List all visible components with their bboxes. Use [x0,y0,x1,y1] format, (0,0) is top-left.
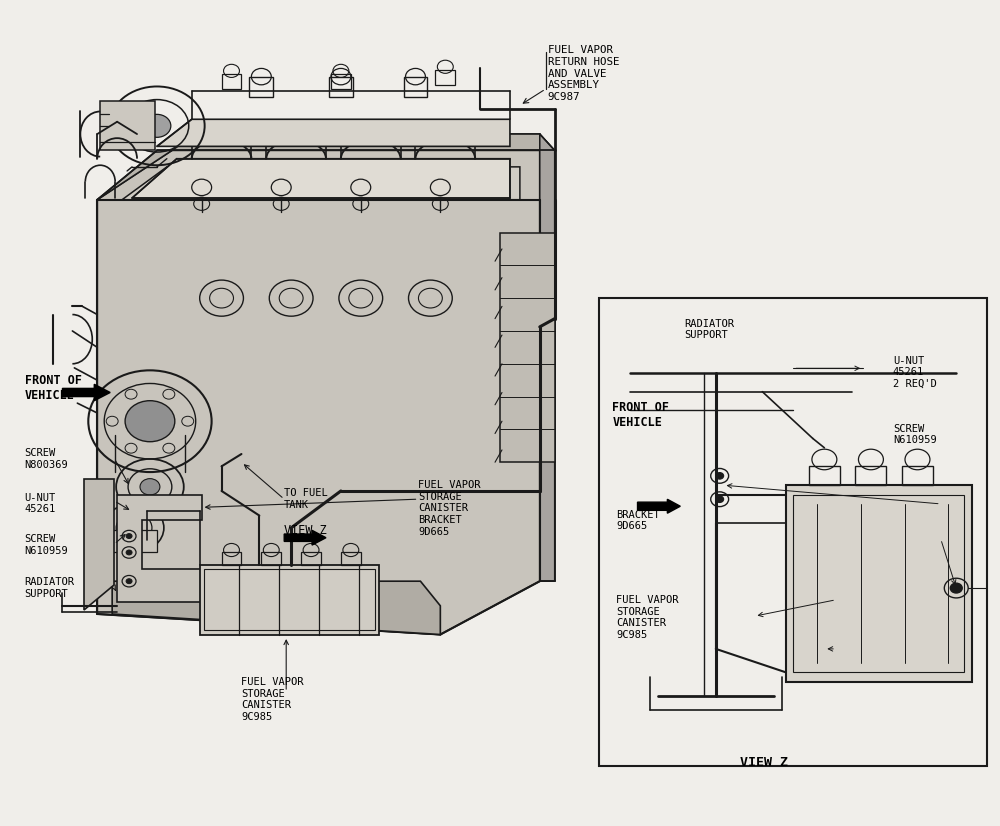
Bar [200,565,379,634]
Text: RADIATOR
SUPPORT: RADIATOR SUPPORT [25,577,75,599]
FancyArrow shape [62,384,110,401]
Polygon shape [84,478,114,610]
Circle shape [950,583,962,593]
Bar [341,553,361,565]
Bar [793,495,964,672]
Circle shape [140,478,160,495]
Text: FRONT OF
VEHICLE: FRONT OF VEHICLE [25,373,82,401]
Text: U-NUT
45261: U-NUT 45261 [25,492,56,514]
Bar [404,77,427,97]
Circle shape [126,534,132,539]
Bar [599,298,987,766]
Text: VIEW Z: VIEW Z [284,524,327,537]
Polygon shape [122,167,520,200]
Bar [855,467,886,485]
Text: BRACKET
9D665: BRACKET 9D665 [616,510,660,531]
Bar [301,553,321,565]
Text: RADIATOR
SUPPORT: RADIATOR SUPPORT [684,319,734,340]
Circle shape [143,114,171,137]
Text: SCREW
N610959: SCREW N610959 [25,534,68,556]
Bar [222,74,241,89]
Circle shape [716,496,724,502]
Bar [329,77,353,97]
Text: VIEW Z: VIEW Z [740,756,788,769]
Text: SCREW
N610959: SCREW N610959 [893,424,937,445]
FancyArrow shape [638,499,680,513]
Circle shape [125,401,175,442]
Circle shape [126,579,132,584]
Bar [249,77,273,97]
Bar [902,467,933,485]
Polygon shape [97,134,540,634]
Text: FRONT OF
VEHICLE: FRONT OF VEHICLE [612,401,669,429]
FancyArrow shape [284,530,326,545]
Text: TO FUEL
TANK: TO FUEL TANK [284,488,328,510]
Polygon shape [157,119,510,146]
Bar [786,485,972,681]
Text: FUEL VAPOR
STORAGE
CANISTER
9C985: FUEL VAPOR STORAGE CANISTER 9C985 [616,596,679,640]
Polygon shape [132,159,510,198]
Text: FUEL VAPOR
STORAGE
CANISTER
BRACKET
9D665: FUEL VAPOR STORAGE CANISTER BRACKET 9D66… [418,480,481,537]
Text: FUEL VAPOR
STORAGE
CANISTER
9C985: FUEL VAPOR STORAGE CANISTER 9C985 [241,677,304,722]
Circle shape [716,472,724,479]
Bar [222,553,241,565]
Bar [112,529,157,553]
Bar [100,102,155,150]
Bar [500,232,555,463]
Text: SCREW
N800369: SCREW N800369 [25,449,68,470]
Bar [809,467,840,485]
Polygon shape [97,134,555,200]
Circle shape [126,550,132,555]
Polygon shape [540,134,555,582]
Text: FUEL VAPOR
RETURN HOSE
AND VALVE
ASSEMBLY
9C987: FUEL VAPOR RETURN HOSE AND VALVE ASSEMBL… [548,45,619,102]
Text: U-NUT
45261
2 REQ'D: U-NUT 45261 2 REQ'D [893,355,937,389]
Bar [331,74,351,89]
Bar [261,553,281,565]
Bar [204,569,375,630]
Polygon shape [112,582,440,634]
Polygon shape [117,495,202,601]
Bar [435,70,455,85]
